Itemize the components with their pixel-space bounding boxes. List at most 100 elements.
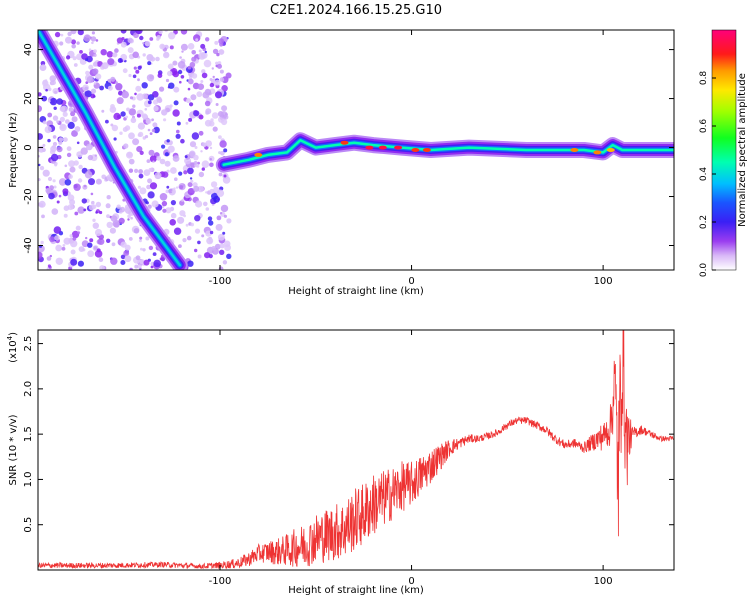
heatmap-cell xyxy=(60,33,64,37)
heatmap-cell xyxy=(133,228,140,234)
heatmap-cell xyxy=(70,239,78,248)
heatmap-cell xyxy=(205,37,210,42)
heatmap-cell xyxy=(194,215,201,222)
heatmap-cell xyxy=(63,237,71,245)
heatmap-cell xyxy=(165,78,170,83)
heatmap-cell xyxy=(111,242,116,247)
heatmap-cell xyxy=(201,234,205,238)
heatmap-cell xyxy=(72,236,77,241)
heatmap-cell xyxy=(77,30,84,36)
heatmap-cell xyxy=(172,60,178,66)
heatmap-cell xyxy=(44,79,48,82)
colorbar-tick-label: 0.8 xyxy=(699,71,709,86)
heatmap-cell xyxy=(143,169,151,177)
heatmap-cell xyxy=(42,169,50,177)
heatmap-cell xyxy=(83,34,91,42)
heatmap-cell xyxy=(211,112,219,119)
heatmap-cell xyxy=(94,228,103,237)
heatmap-cell xyxy=(137,133,142,137)
snr-y-ticks: 0.5 1.0 1.5 2.0 2.5 xyxy=(23,336,674,533)
heatmap-cell xyxy=(156,37,160,41)
heatmap-cell xyxy=(120,41,127,48)
heatmap-cell xyxy=(112,52,118,58)
heatmap-cell xyxy=(170,200,176,206)
heatmap-cell xyxy=(212,126,218,132)
heatmap-cell xyxy=(198,130,204,136)
heatmap-cell xyxy=(70,258,78,266)
heatmap-cell xyxy=(142,42,145,45)
heatmap-cell xyxy=(69,199,76,206)
heatmap-cell xyxy=(180,30,188,35)
heatmap-cell xyxy=(187,260,194,267)
snr-y-multiplier-prefix: (x10 xyxy=(8,340,19,363)
heatmap-cell xyxy=(168,82,175,89)
heatmap-cell xyxy=(193,161,198,165)
heatmap-cell xyxy=(195,200,203,208)
heatmap-cell xyxy=(178,171,183,176)
heatmap-cell xyxy=(135,255,141,261)
heatmap-cell xyxy=(110,76,116,82)
snr-x-tick-label: 100 xyxy=(594,576,613,587)
heatmap-cell xyxy=(47,138,51,143)
heatmap-cell xyxy=(142,53,146,57)
heatmap-cell xyxy=(87,168,91,172)
heatmap-cell xyxy=(88,48,92,51)
heatmap-cell xyxy=(207,216,213,221)
heatmap-cell xyxy=(164,160,171,167)
heatmap-cell xyxy=(82,84,89,92)
heatmap-cell xyxy=(38,133,43,140)
heatmap-cell xyxy=(88,204,95,211)
heatmap-cell xyxy=(118,217,125,224)
heatmap-cell xyxy=(93,49,97,53)
heatmap-cell xyxy=(219,69,224,74)
heatmap-cell xyxy=(109,227,116,234)
heatmap-cell xyxy=(91,31,95,35)
heatmap-cell xyxy=(58,194,62,198)
heatmap-cell xyxy=(143,259,150,266)
heatmap-cell xyxy=(66,55,71,60)
heatmap-cell xyxy=(53,185,57,189)
heatmap-cell xyxy=(81,198,88,204)
heatmap-cell xyxy=(78,246,85,253)
heatmap-cell xyxy=(147,100,152,105)
heatmap-cell xyxy=(194,228,201,234)
heatmap-cell xyxy=(87,154,94,161)
heatmap-cell xyxy=(85,81,89,84)
heatmap-ridge-0 xyxy=(38,30,182,267)
heatmap-cell xyxy=(106,214,110,219)
snr-y-tick-label: 2.0 xyxy=(23,381,34,397)
heatmap-cell xyxy=(56,98,63,105)
heatmap-cell xyxy=(39,165,45,171)
heatmap-cell xyxy=(177,216,185,224)
heatmap-cell xyxy=(41,95,48,102)
snr-y-tick-label: 1.5 xyxy=(23,426,34,442)
heatmap-cell xyxy=(49,236,56,243)
heatmap-cell xyxy=(85,70,90,76)
heatmap-cell xyxy=(226,253,232,259)
heatmap-cell xyxy=(223,174,227,178)
heatmap-cell xyxy=(67,31,72,37)
heatmap-cell xyxy=(119,206,126,213)
heatmap-cell xyxy=(151,128,156,133)
heatmap-cell xyxy=(172,155,180,162)
heatmap-cell xyxy=(212,75,215,79)
heatmap-cell xyxy=(218,172,223,177)
heatmap-cell xyxy=(181,50,184,53)
heatmap-cell xyxy=(156,155,162,161)
heatmap-cell xyxy=(130,117,137,124)
heatmap-ridges xyxy=(38,30,674,270)
heatmap-cell xyxy=(218,49,225,55)
heatmap-cell xyxy=(187,78,194,85)
heatmap-cell xyxy=(91,41,94,45)
heatmap-cell xyxy=(167,145,175,153)
heatmap-cell xyxy=(58,137,64,143)
heatmap-hotspot xyxy=(606,148,615,152)
heatmap-cell xyxy=(128,168,134,173)
heatmap-cell xyxy=(130,216,133,220)
heatmap-cell xyxy=(111,124,119,132)
heatmap-cell xyxy=(38,92,42,97)
heatmap-cell xyxy=(106,221,113,229)
heatmap-cell xyxy=(115,83,123,91)
heatmap-cell xyxy=(48,99,51,103)
heatmap-cell xyxy=(221,118,228,126)
